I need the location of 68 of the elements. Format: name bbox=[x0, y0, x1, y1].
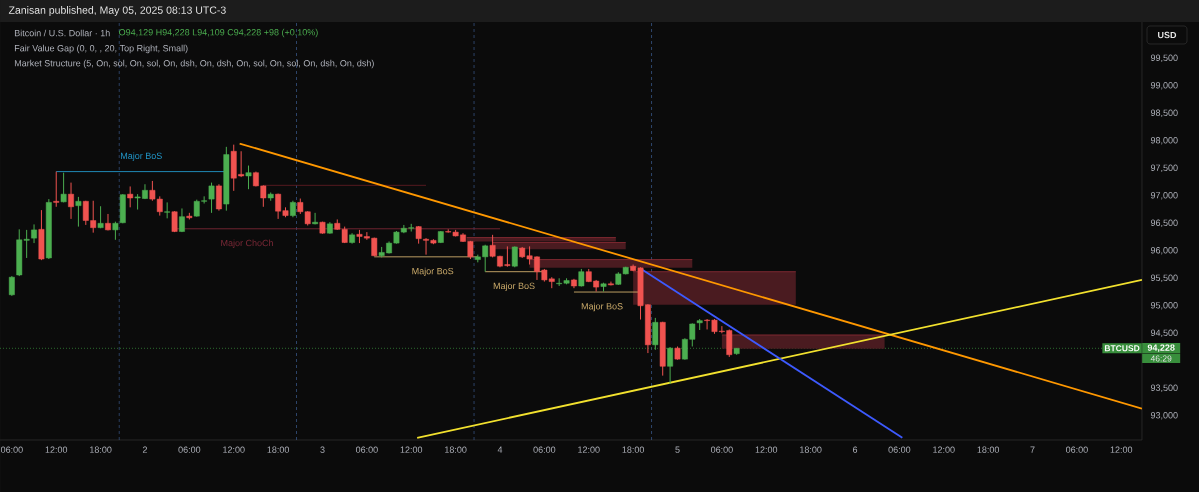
ref-line-label: BTCUSD bbox=[1104, 345, 1140, 352]
y-tick-label: 93,500 bbox=[1150, 384, 1178, 392]
y-tick-label: 93,000 bbox=[1150, 412, 1178, 420]
y-tick-label: 96,000 bbox=[1150, 247, 1178, 255]
x-tick-label: 2 bbox=[142, 446, 148, 453]
annotation: Major BoS bbox=[121, 152, 162, 161]
x-tick-label: 12:00 bbox=[1110, 446, 1133, 453]
candlestick bbox=[75, 196, 82, 228]
candlestick bbox=[667, 346, 674, 385]
annotation: Market Structure (5, On, sol, On, sol, On, dsh, On, dsh, On, sol, On, sol, On, dsh, On, dsh) bbox=[14, 59, 374, 69]
x-tick-label: 18:00 bbox=[622, 446, 645, 453]
x-tick-label: 6 bbox=[852, 446, 858, 453]
candlestick bbox=[60, 172, 67, 203]
x-tick-label: 18:00 bbox=[800, 446, 822, 453]
x-tick-label: 12:00 bbox=[933, 446, 955, 453]
x-tick-label: 12:00 bbox=[223, 446, 245, 453]
x-tick-label: 7 bbox=[1030, 446, 1035, 453]
candlestick bbox=[105, 213, 111, 231]
annotation: Major BoS bbox=[581, 302, 623, 312]
candlestick bbox=[112, 221, 119, 241]
x-tick-label: 5 bbox=[675, 446, 680, 453]
text: 46:29 bbox=[1150, 355, 1172, 362]
x-tick-label: 12:00 bbox=[578, 446, 600, 453]
candlestick bbox=[127, 185, 134, 208]
x-tick-label: 06:00 bbox=[355, 446, 378, 453]
y-tick-label: 95,000 bbox=[1150, 302, 1178, 310]
x-tick-label: 06:00 bbox=[178, 446, 201, 453]
annotation: Fair Value Gap (0, 0, , 20, Top Right, Small) bbox=[14, 44, 188, 54]
x-tick-label: 06:00 bbox=[533, 446, 556, 453]
y-tick-label: 94,500 bbox=[1150, 329, 1178, 337]
y-tick-label: 96,500 bbox=[1150, 219, 1178, 227]
text: 94,228 bbox=[1147, 344, 1175, 353]
candlestick bbox=[245, 165, 252, 190]
y-tick-label: 99,500 bbox=[1150, 54, 1178, 63]
x-tick-label: 12:00 bbox=[755, 446, 778, 453]
candlestick bbox=[652, 317, 659, 351]
y-tick-label: 97,000 bbox=[1150, 192, 1178, 200]
x-tick-label: 4 bbox=[497, 446, 503, 453]
annotation: Major ChoCh bbox=[221, 239, 273, 248]
x-tick-label: 18:00 bbox=[267, 446, 290, 453]
annotation: Major BoS bbox=[412, 267, 454, 277]
candlestick bbox=[312, 212, 318, 225]
y-axis-title: USD bbox=[1158, 31, 1177, 39]
y-tick-label: 95,500 bbox=[1150, 274, 1178, 282]
x-tick-label: 3 bbox=[320, 446, 325, 453]
candlestick bbox=[208, 182, 215, 214]
chart-title: Zanisan published, May 05, 2025 08:13 UTC-3 bbox=[8, 6, 226, 16]
x-tick-label: 06:00 bbox=[710, 446, 733, 453]
annotation: O94,129 H94,228 L94,109 C94,228 +98 (+0.10%) bbox=[119, 28, 318, 38]
candlestick bbox=[216, 183, 222, 212]
x-tick-label: 18:00 bbox=[90, 446, 112, 453]
x-tick-label: 12:00 bbox=[45, 446, 68, 453]
x-tick-label: 06:00 bbox=[888, 446, 911, 453]
y-tick-label: 99,000 bbox=[1150, 82, 1178, 90]
x-tick-label: 18:00 bbox=[445, 446, 467, 453]
candlestick bbox=[68, 182, 74, 220]
annotation: Major BoS bbox=[493, 282, 535, 291]
y-tick-label: 98,000 bbox=[1150, 137, 1178, 145]
candlestick bbox=[31, 223, 37, 244]
text: Bitcoin / U.S. Dollar · 1h bbox=[14, 29, 110, 37]
x-tick-label: 18:00 bbox=[977, 446, 1000, 453]
x-tick-label: 12:00 bbox=[400, 446, 423, 453]
x-tick-label: 06:00 bbox=[0, 446, 23, 453]
candlestick bbox=[8, 275, 15, 297]
x-tick-label: 06:00 bbox=[1065, 446, 1088, 453]
y-tick-label: 97,500 bbox=[1150, 164, 1178, 173]
candlestick bbox=[53, 171, 60, 208]
y-tick-label: 98,500 bbox=[1150, 109, 1178, 118]
